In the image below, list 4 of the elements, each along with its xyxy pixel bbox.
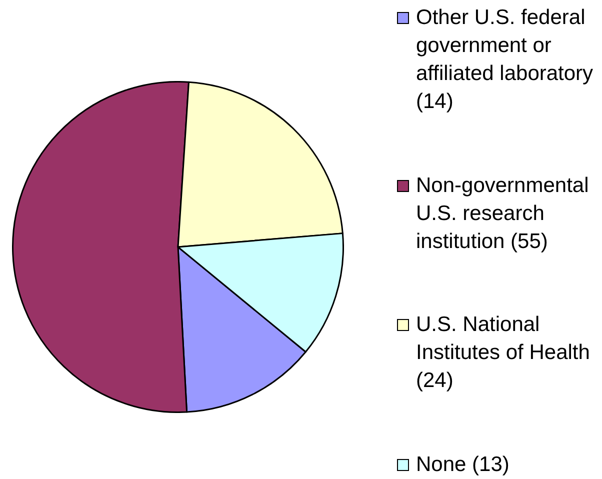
legend-label: Other U.S. federal government or affiliated laboratory (14)	[416, 5, 594, 115]
legend-label: U.S. National Institutes of Health (24)	[416, 312, 591, 394]
legend-label: None (13)	[416, 452, 510, 478]
legend-label: Non-governmental U.S. research institution (55)	[416, 172, 590, 255]
